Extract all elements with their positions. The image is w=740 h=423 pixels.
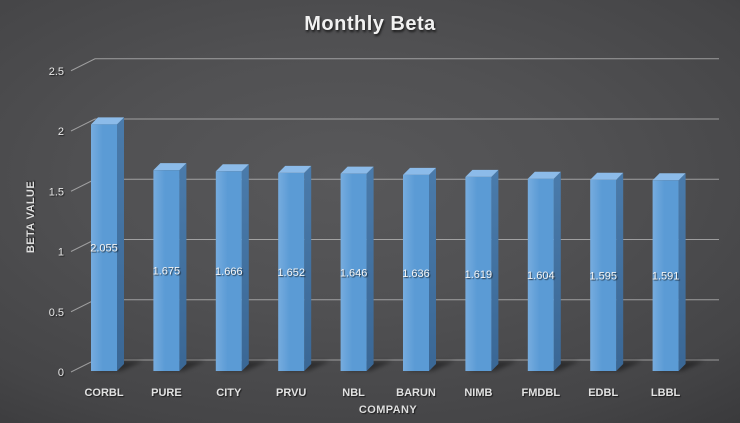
data-label: 2.055 — [90, 243, 118, 255]
bar — [153, 163, 187, 371]
bar-top-face — [153, 163, 187, 171]
x-category-label: NIMB — [464, 387, 492, 399]
bar — [403, 167, 436, 371]
data-label: 1.675 — [153, 266, 181, 278]
bar-top-face — [590, 172, 624, 180]
y-tick-label: 1.5 — [49, 186, 64, 198]
bar-side-face — [241, 164, 249, 371]
bar-side-face — [553, 171, 561, 371]
bar-front-face — [465, 176, 492, 371]
bar-top-face — [403, 167, 436, 175]
data-label: 1.636 — [402, 268, 430, 280]
bar-front-face — [278, 172, 305, 371]
data-label: 1.604 — [527, 270, 555, 282]
gridline — [70, 118, 719, 132]
data-label: 1.591 — [652, 271, 680, 283]
data-label: 1.595 — [589, 270, 617, 282]
bar-front-face — [403, 174, 429, 371]
x-category-label: PRVU — [276, 387, 306, 399]
bar-top-face — [340, 166, 374, 174]
x-category-label: CORBL — [84, 387, 123, 399]
bar-front-face — [527, 178, 554, 371]
bar-top-face — [91, 117, 124, 125]
gridline — [70, 58, 719, 72]
x-category-label: PURE — [151, 387, 182, 399]
bar-top-face — [527, 171, 561, 179]
bar-front-face — [340, 173, 367, 371]
bar-side-face — [179, 163, 187, 371]
x-category-label: NBL — [342, 387, 365, 399]
bar-side-face — [366, 166, 374, 371]
bar — [91, 117, 124, 371]
bar-top-face — [465, 169, 499, 177]
x-axis-title: COMPANY — [358, 404, 418, 416]
y-tick-label: 0.5 — [49, 307, 64, 319]
x-category-label: EDBL — [588, 387, 618, 399]
bar-side-face — [304, 165, 312, 371]
bar-side-face — [429, 167, 436, 371]
data-label: 1.619 — [465, 269, 493, 281]
bar — [590, 172, 624, 371]
bar — [215, 164, 249, 371]
y-tick-label: 2 — [58, 126, 64, 138]
x-category-label: LBBL — [651, 387, 681, 399]
y-tick-label: 1 — [58, 247, 64, 259]
bar-front-face — [652, 180, 679, 371]
y-tick-label: 2.5 — [49, 66, 64, 78]
bar-side-face — [678, 173, 686, 371]
y-tick-label: 0 — [58, 367, 64, 379]
bar-front-face — [590, 179, 617, 371]
bar-front-face — [153, 170, 180, 371]
bar-top-face — [278, 165, 312, 173]
bar-side-face — [117, 117, 124, 371]
x-category-label: FMDBL — [522, 387, 561, 399]
bar-side-face — [491, 169, 499, 371]
data-label: 1.652 — [277, 267, 305, 279]
bar-front-face — [91, 124, 117, 371]
bar — [465, 169, 499, 371]
bar-top-face — [215, 164, 249, 172]
bar — [278, 165, 312, 371]
bar — [652, 173, 686, 371]
chart-title: Monthly Beta — [304, 13, 436, 35]
bar — [340, 166, 374, 371]
bar-front-face — [215, 171, 242, 371]
data-label: 1.646 — [340, 267, 368, 279]
data-label: 1.666 — [215, 266, 243, 278]
y-axis-title: BETA VALUE — [25, 180, 37, 254]
x-category-label: CITY — [216, 387, 242, 399]
bar-top-face — [652, 173, 686, 181]
bar-side-face — [616, 172, 624, 371]
x-category-label: BARUN — [396, 387, 436, 399]
bar — [527, 171, 561, 371]
